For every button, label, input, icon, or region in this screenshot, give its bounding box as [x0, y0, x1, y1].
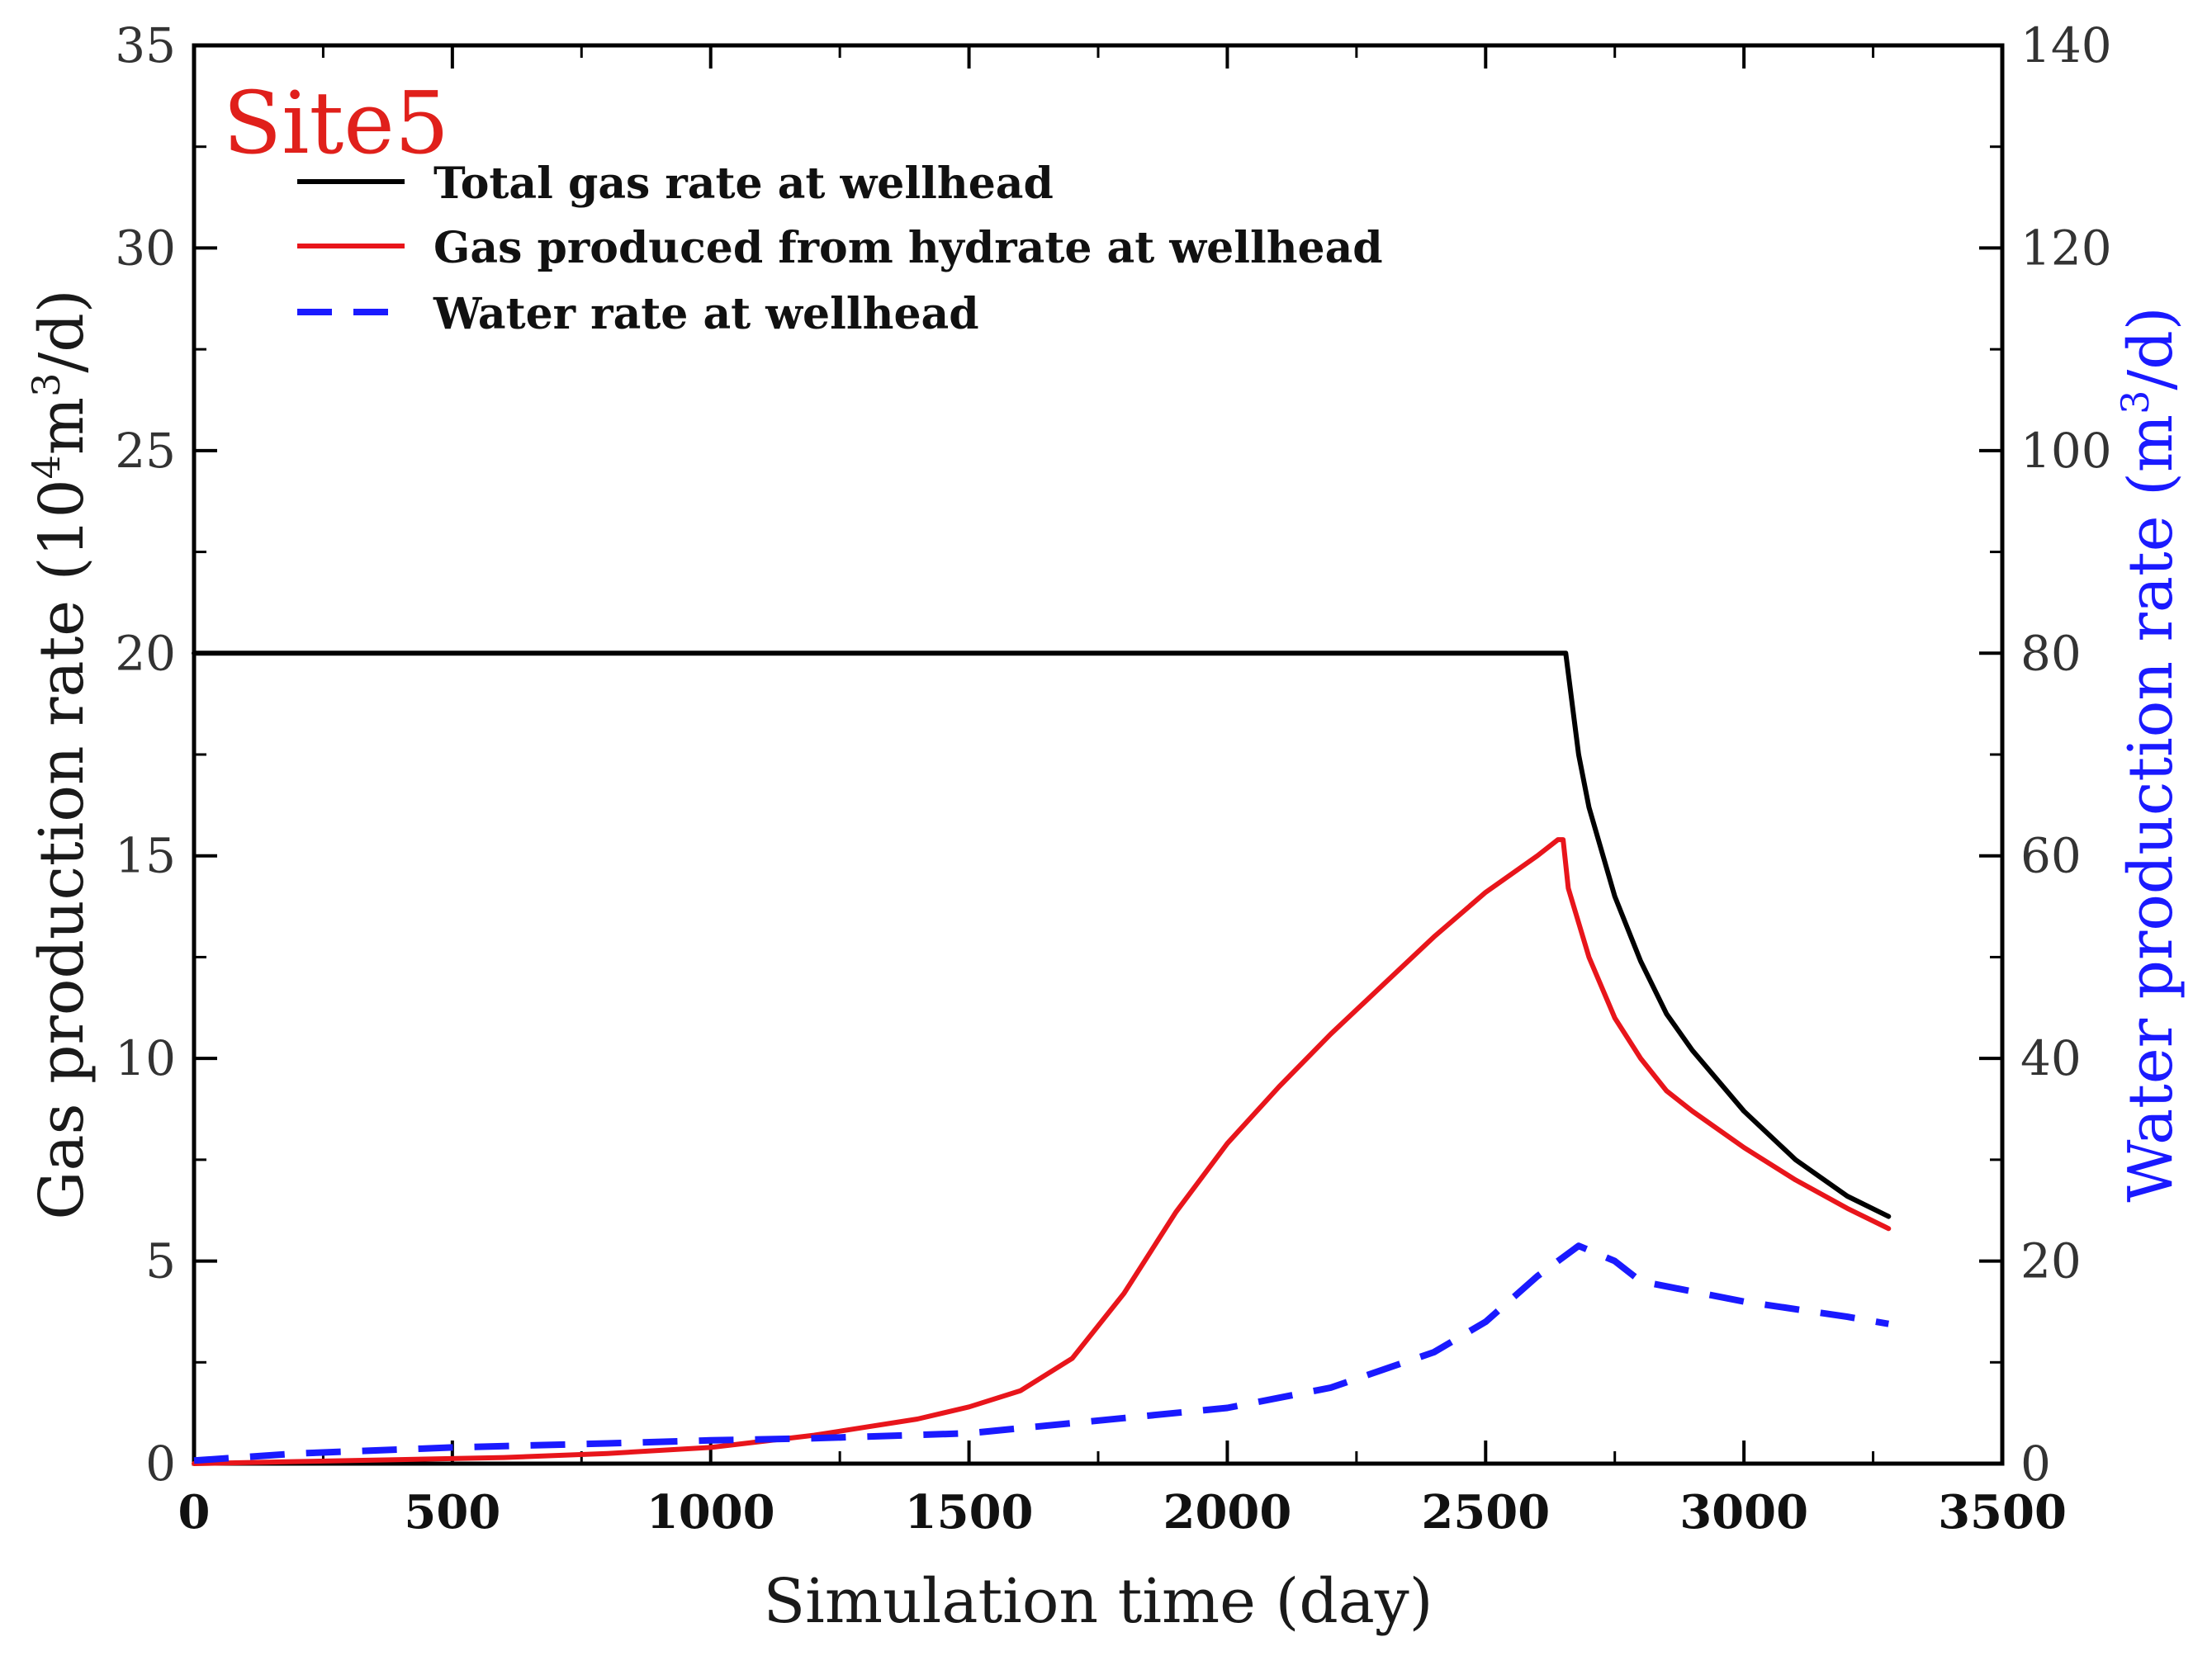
x-tick-label: 0: [178, 1485, 211, 1540]
y-left-tick-label: 25: [115, 423, 176, 479]
ticks: [192, 44, 2004, 1465]
legend-label-water: Water rate at wellhead: [433, 289, 979, 339]
y-axis-right-title: Water production rate (m3/d): [2113, 306, 2186, 1202]
series-line-0: [192, 650, 1892, 1219]
series-line-2: [193, 1242, 1889, 1464]
x-tick-label: 500: [404, 1485, 500, 1540]
y-right-tick-label: 0: [2020, 1436, 2051, 1492]
y-left-tick-label: 20: [115, 625, 176, 681]
x-tick-label: 3000: [1679, 1485, 1808, 1540]
x-tick-label: 1000: [647, 1485, 775, 1540]
x-tick-label: 1500: [905, 1485, 1034, 1540]
y-left-tick-label: 35: [115, 17, 176, 73]
x-tick-label: 2500: [1421, 1485, 1550, 1540]
y-axis-left-title: Gas production rate (104m3/d): [24, 289, 97, 1219]
series-lines: [192, 650, 1892, 1466]
legend-label-total-gas: Total gas rate at wellhead: [433, 158, 1054, 209]
y-left-tick-label: 0: [145, 1436, 176, 1492]
y-right-tick-label: 140: [2020, 17, 2112, 73]
site-annotation: Site5: [223, 73, 449, 173]
y-right-tick-label: 40: [2020, 1030, 2082, 1086]
y-right-tick-label: 80: [2020, 625, 2082, 681]
x-axis-title: Simulation time (day): [763, 1566, 1433, 1637]
y-right-tick-label: 120: [2020, 220, 2112, 276]
x-tick-label: 2000: [1163, 1485, 1291, 1540]
series-line-1: [192, 837, 1892, 1466]
y-left-tick-label: 30: [115, 220, 176, 276]
x-tick-label: 3500: [1938, 1485, 2067, 1540]
y-left-tick-label: 5: [145, 1233, 176, 1289]
y-right-tick-label: 20: [2020, 1233, 2082, 1289]
y-left-tick-label: 15: [115, 828, 176, 884]
y-right-tick-label: 100: [2020, 423, 2112, 479]
legend-label-hydrate-gas: Gas produced from hydrate at wellhead: [433, 223, 1383, 273]
y-right-tick-label: 60: [2020, 828, 2082, 884]
legend: Total gas rate at wellhead Gas produced …: [297, 158, 1383, 339]
tick-labels: 0 500 1000 1500 2000 2500 3000 3500051015202530…: [115, 17, 2112, 1540]
y-left-tick-label: 10: [115, 1030, 176, 1086]
